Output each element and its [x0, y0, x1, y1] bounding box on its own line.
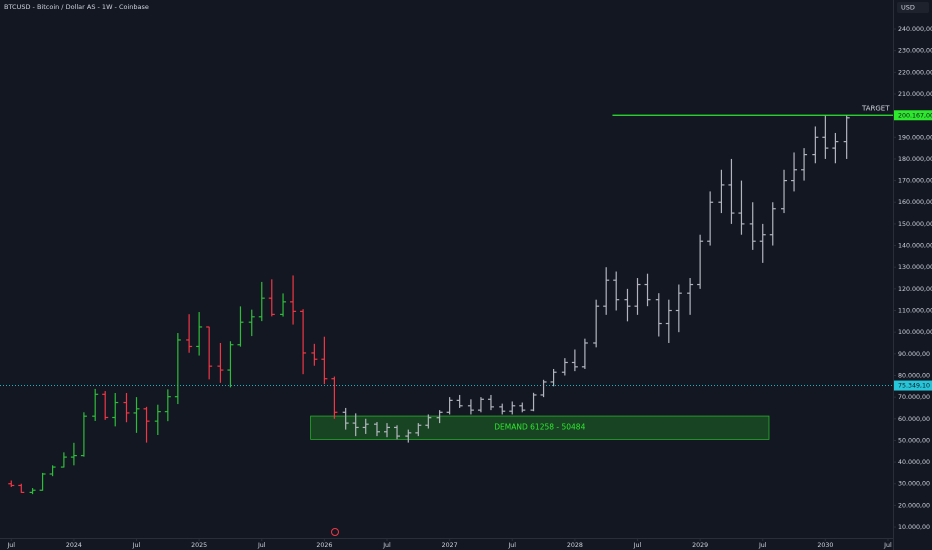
y-tick-label: 230.000,00: [898, 48, 932, 55]
currency-label[interactable]: USD: [901, 4, 915, 12]
y-tick-label: 180.000,00: [898, 156, 932, 163]
y-tick-label: 40.000,00: [898, 459, 930, 466]
y-tick-label: 240.000,00: [898, 26, 932, 33]
x-tick-label: Jul: [633, 542, 642, 549]
y-tick-label: 100.000,00: [898, 329, 932, 336]
last-price-box: [894, 380, 932, 391]
y-tick-label: 60.000,00: [898, 416, 930, 423]
x-tick-label: Jul: [132, 542, 141, 549]
y-tick-label: 150.000,00: [898, 221, 932, 228]
plot: 10.000,00 20.000,00 30.000,00 40.000,00 50.0…: [0, 26, 932, 549]
x-tick-label: 2028: [567, 542, 583, 549]
y-tick-label: 130.000,00: [898, 264, 932, 271]
last-price-label: 75.349,10: [898, 383, 930, 390]
x-tick-label: 2029: [692, 542, 708, 549]
y-tick-label: 160.000,00: [898, 199, 932, 206]
y-tick-label: 90.000,00: [898, 351, 930, 358]
y-tick-label: 110.000,00: [898, 308, 932, 315]
y-tick-label: 210.000,00: [898, 91, 932, 98]
x-tick-label: Jul: [758, 542, 767, 549]
x-tick-label: 2024: [66, 542, 82, 549]
y-tick-label: 120.000,00: [898, 286, 932, 293]
y-tick-label: 30.000,00: [898, 481, 930, 488]
y-tick-label: 20.000,00: [898, 502, 930, 509]
y-tick-label: 140.000,00: [898, 243, 932, 250]
x-tick-label: 2030: [817, 542, 833, 549]
x-tick-label: Jul: [382, 542, 391, 549]
y-tick-label: 220.000,00: [898, 69, 932, 76]
y-tick-label: 50.000,00: [898, 437, 930, 444]
demand-zone-label: DEMAND 61258 - 50484: [494, 423, 585, 432]
x-tick-label: Jul: [6, 542, 15, 549]
event-marker[interactable]: [331, 528, 339, 536]
chart-title: BTCUSD - Bitcoin / Dollar AS - 1W - Coin…: [4, 3, 149, 11]
x-tick-label: 2025: [191, 542, 207, 549]
x-tick-label: 2026: [316, 542, 332, 549]
x-tick-label: Jul: [883, 542, 892, 549]
target-price-label: 200.167,00: [898, 112, 932, 119]
currency-button[interactable]: [897, 2, 929, 13]
x-tick-label: Jul: [257, 542, 266, 549]
x-tick-label: 2027: [442, 542, 458, 549]
y-tick-label: 170.000,00: [898, 178, 932, 185]
demand-zone: [310, 415, 770, 440]
x-tick-label: Jul: [507, 542, 516, 549]
y-tick-label: 70.000,00: [898, 394, 930, 401]
y-tick-label: 10.000,00: [898, 524, 930, 531]
y-tick-label: 190.000,00: [898, 134, 932, 141]
target-price-box: [894, 110, 932, 121]
y-tick-label: 80.000,00: [898, 372, 930, 379]
target-label: TARGET: [861, 104, 890, 112]
